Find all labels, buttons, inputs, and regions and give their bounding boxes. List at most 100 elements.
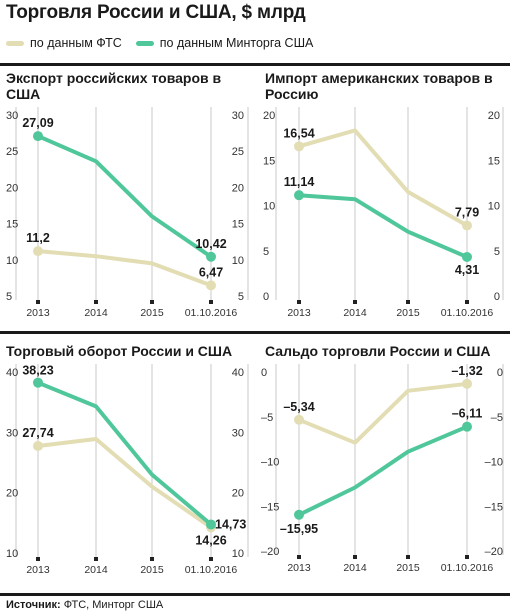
data-point-commerce: [206, 519, 216, 530]
y-tick-label-left: 0: [261, 367, 267, 379]
x-tick-mark: [465, 300, 469, 304]
y-tick-label-right: –10: [485, 457, 503, 469]
data-point-fts: [33, 440, 43, 451]
data-point-commerce: [462, 421, 472, 432]
series-line-commerce: [297, 193, 469, 259]
data-label-commerce: 4,31: [455, 263, 479, 277]
data-label-commerce: 11,14: [284, 175, 315, 189]
data-label-fts: 27,74: [22, 426, 53, 440]
x-tick-mark: [406, 300, 410, 304]
y-tick-label-left: 10: [6, 255, 18, 267]
x-tick-mark: [297, 555, 301, 559]
y-tick-label-right: –15: [485, 501, 503, 513]
legend-label-fts: по данным ФТС: [30, 36, 122, 50]
legend: по данным ФТС по данным Минторга США: [6, 36, 327, 50]
y-tick-label-left: –10: [261, 457, 279, 469]
x-tick-mark: [209, 557, 213, 561]
header-divider: [0, 63, 510, 66]
y-tick-label-left: 10: [6, 548, 18, 560]
y-tick-label-right: –20: [485, 546, 503, 558]
y-tick-label-left: 15: [6, 219, 18, 231]
x-tick-mark: [465, 555, 469, 559]
data-label-fts: 16,54: [283, 126, 314, 140]
x-tick-mark: [94, 557, 98, 561]
x-tick-label: 2013: [287, 307, 311, 319]
data-label-fts: 7,79: [455, 206, 479, 220]
y-tick-label-left: 20: [6, 488, 18, 500]
data-point-commerce: [206, 251, 216, 262]
y-tick-label-left: 30: [6, 110, 18, 122]
data-point-commerce: [462, 251, 472, 262]
y-tick-label-right: 10: [232, 255, 244, 267]
x-tick-mark: [36, 300, 40, 304]
x-tick-label: 2014: [84, 564, 108, 576]
data-point-commerce: [294, 509, 304, 520]
x-tick-label: 2015: [396, 307, 420, 319]
x-tick-label: 01.10.2016: [441, 562, 494, 574]
series-line-fts: [297, 381, 469, 445]
x-tick-mark: [209, 300, 213, 304]
x-tick-label: 01.10.2016: [441, 307, 494, 319]
x-tick-label: 2015: [140, 307, 164, 319]
data-label-fts: –5,34: [283, 400, 314, 414]
panel-title-export: Экспорт российских товаров в США: [6, 70, 222, 102]
legend-item-fts: по данным ФТС: [6, 36, 122, 50]
middle-divider: [0, 331, 510, 334]
y-tick-label-left: 20: [263, 110, 275, 122]
series-line-fts: [36, 249, 213, 288]
chart-export: 5 5 10 10 15 15 20 20 25 25 30 30 2013 2014 2015 01.10.…: [6, 107, 249, 319]
data-point-fts: [294, 141, 304, 152]
data-label-commerce: 14,73: [215, 517, 246, 531]
data-label-commerce: –15,95: [280, 522, 318, 536]
source-note: Источник: ФТС, Минторг США: [6, 599, 163, 611]
source-text: ФТС, Минторг США: [63, 599, 164, 611]
series-line-commerce: [36, 380, 213, 527]
y-tick-label-left: –20: [261, 546, 279, 558]
data-point-commerce: [294, 190, 304, 201]
y-tick-label-right: 30: [232, 110, 244, 122]
y-tick-label-right: 20: [232, 488, 244, 500]
data-label-commerce: 38,23: [22, 364, 53, 378]
y-tick-label-left: 30: [6, 427, 18, 439]
x-tick-mark: [150, 300, 154, 304]
x-tick-mark: [150, 557, 154, 561]
data-point-fts: [294, 414, 304, 425]
y-tick-label-left: 10: [263, 201, 275, 213]
data-label-fts: –1,32: [451, 364, 482, 378]
x-tick-label: 2013: [26, 564, 50, 576]
data-point-fts: [33, 246, 43, 257]
panel-title-balance: Сальдо торговли России и США: [265, 343, 491, 359]
y-tick-label-right: 10: [488, 201, 500, 213]
data-point-fts: [206, 280, 216, 291]
x-tick-mark: [353, 555, 357, 559]
y-tick-label-left: –5: [261, 412, 273, 424]
data-point-commerce: [33, 131, 43, 142]
chart-balance: –20 –20 –15 –15 –10 –10 –5 –5 0 0 2013 2014 2015 01.1…: [261, 364, 504, 574]
data-label-fts: 14,26: [195, 533, 226, 547]
y-tick-label-left: 20: [6, 182, 18, 194]
x-tick-label: 2014: [343, 562, 367, 574]
data-label-fts: 11,2: [26, 231, 50, 245]
panel-title-turnover: Торговый оборот России и США: [6, 343, 233, 359]
y-tick-label-right: 25: [232, 146, 244, 158]
footer-divider: [0, 593, 510, 596]
y-tick-label-right: 0: [494, 291, 500, 303]
panel-title-import: Импорт американских товаров в Россию: [265, 70, 493, 102]
x-tick-label: 2014: [84, 307, 108, 319]
x-tick-label: 2014: [343, 307, 367, 319]
x-tick-label: 01.10.2016: [185, 564, 238, 576]
y-tick-label-right: 20: [488, 110, 500, 122]
y-tick-label-right: 10: [232, 548, 244, 560]
series-line-commerce: [36, 134, 213, 259]
data-label-commerce: 10,42: [195, 237, 226, 251]
source-label: Источник:: [6, 599, 61, 611]
x-tick-label: 01.10.2016: [185, 307, 238, 319]
data-point-commerce: [33, 377, 43, 388]
x-tick-label: 2013: [287, 562, 311, 574]
x-tick-label: 2015: [140, 564, 164, 576]
series-line-commerce: [297, 424, 469, 517]
data-label-fts: 6,47: [199, 265, 223, 279]
legend-label-commerce: по данным Минторга США: [159, 36, 314, 50]
y-tick-label-left: 40: [6, 367, 18, 379]
y-tick-label-right: 5: [238, 291, 244, 303]
